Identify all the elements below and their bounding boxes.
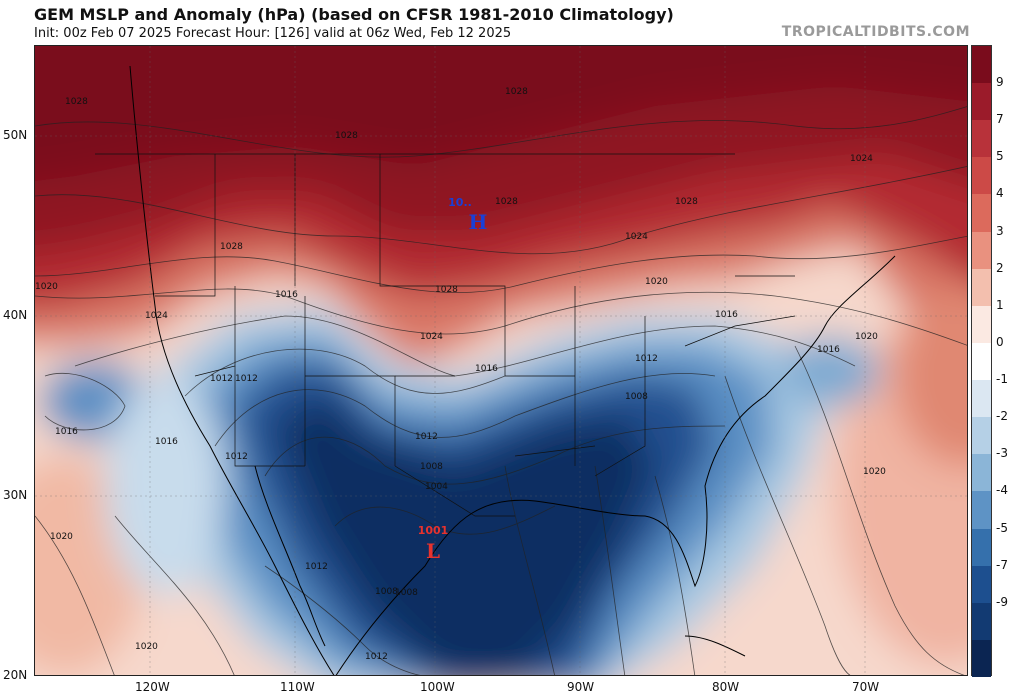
chart-title: GEM MSLP and Anomaly (hPa) (based on CFS… bbox=[34, 5, 674, 24]
colorbar-tick-label: -7 bbox=[996, 557, 1008, 572]
isobar-label: 1012 bbox=[235, 374, 258, 384]
colorbar-tick-label: -1 bbox=[996, 372, 1008, 387]
lat-label-40n: 40N bbox=[3, 308, 28, 322]
isobar-label: 1016 bbox=[475, 364, 498, 374]
isobar-label: 1028 bbox=[65, 97, 88, 107]
isobar-label: 1008 bbox=[395, 588, 418, 598]
isobar-label: 1012 bbox=[305, 562, 328, 572]
colorbar-tick-label: 7 bbox=[996, 112, 1004, 127]
lon-label-80w: 80W bbox=[712, 680, 740, 694]
isobar-label: 1020 bbox=[863, 467, 886, 477]
isobar-label: 1012 bbox=[210, 374, 233, 384]
colorbar-tick-label: 9 bbox=[996, 75, 1004, 90]
isobar-label: 1020 bbox=[135, 642, 158, 652]
colorbar-tick-label: 4 bbox=[996, 186, 1004, 201]
colorbar-tick-label: -4 bbox=[996, 483, 1008, 498]
isobar-label: 1016 bbox=[817, 345, 840, 355]
isobars bbox=[35, 106, 967, 675]
colorbar-segment bbox=[972, 602, 991, 641]
colorbar-segment bbox=[972, 46, 991, 84]
colorbar-segment bbox=[972, 565, 991, 604]
isobar-label: 1020 bbox=[35, 282, 58, 292]
isobar-label: 1020 bbox=[855, 332, 878, 342]
isobar-label: 1016 bbox=[55, 427, 78, 437]
isobar-label: 1028 bbox=[495, 197, 518, 207]
coastlines bbox=[129, 65, 896, 675]
colorbar-tick-label: 1 bbox=[996, 297, 1004, 312]
colorbar-tick-label: 5 bbox=[996, 149, 1004, 164]
graticule bbox=[35, 46, 967, 675]
isobar-label: 1016 bbox=[275, 290, 298, 300]
lon-label-110w: 110W bbox=[280, 680, 315, 694]
colorbar-segment bbox=[972, 491, 991, 530]
colorbar-segment bbox=[972, 231, 991, 270]
isobar-label: 1008 bbox=[625, 392, 648, 402]
colorbar bbox=[971, 45, 992, 678]
brand-watermark: TROPICALTIDBITS.COM bbox=[781, 24, 970, 40]
isobar-label: 1028 bbox=[435, 285, 458, 295]
lon-label-70w: 70W bbox=[852, 680, 880, 694]
colorbar-tick-label: 2 bbox=[996, 260, 1004, 275]
high-pressure-center: 10.. H bbox=[448, 196, 487, 234]
isobar-label: 1024 bbox=[420, 332, 443, 342]
anomaly-map: 1028 1028 1028 1028 1028 1028 1028 1024 1024 1024… bbox=[34, 45, 968, 676]
isobar-label: 1012 bbox=[635, 354, 658, 364]
isobar-label: 1024 bbox=[625, 232, 648, 242]
forecast-info: Init: 00z Feb 07 2025 Forecast Hour: [12… bbox=[34, 26, 512, 41]
colorbar-tick-label: 3 bbox=[996, 223, 1004, 238]
isobar-label: 1020 bbox=[645, 277, 668, 287]
isobar-label: 1004 bbox=[425, 482, 448, 492]
lat-label-20n: 20N bbox=[3, 668, 28, 682]
colorbar-segment bbox=[972, 83, 991, 121]
isobar-label: 1020 bbox=[50, 532, 73, 542]
lon-label-90w: 90W bbox=[567, 680, 595, 694]
colorbar-segment bbox=[972, 120, 991, 158]
map-canvas: 1028 1028 1028 1028 1028 1028 1028 1024 1024 1024… bbox=[35, 46, 967, 675]
colorbar-tick-label: -5 bbox=[996, 520, 1008, 535]
colorbar-tick-label: -9 bbox=[996, 594, 1008, 609]
low-value: 1001 bbox=[418, 524, 449, 537]
lon-label-100w: 100W bbox=[420, 680, 455, 694]
colorbar-segment bbox=[972, 342, 991, 381]
colorbar-tick-label: -3 bbox=[996, 446, 1008, 461]
colorbar-segment bbox=[972, 157, 991, 195]
colorbar-segment bbox=[972, 417, 991, 455]
high-symbol: H bbox=[469, 210, 488, 234]
isobar-label: 1012 bbox=[225, 452, 248, 462]
isobar-label: 1008 bbox=[375, 587, 398, 597]
lat-label-50n: 50N bbox=[3, 128, 28, 142]
colorbar-segment bbox=[972, 528, 991, 567]
lat-label-30n: 30N bbox=[3, 488, 28, 502]
isobar-label: 1012 bbox=[415, 432, 438, 442]
low-pressure-center: 1001 L bbox=[418, 524, 449, 563]
colorbar-tick-label: -2 bbox=[996, 409, 1008, 424]
isobar-label: 1024 bbox=[145, 311, 168, 321]
isobar-label: 1028 bbox=[675, 197, 698, 207]
isobar-label: 1016 bbox=[155, 437, 178, 447]
anomaly-field bbox=[35, 46, 967, 675]
isobar-label: 1012 bbox=[365, 652, 388, 662]
low-symbol: L bbox=[426, 539, 440, 563]
isobar-label: 1028 bbox=[335, 131, 358, 141]
political-borders bbox=[95, 153, 796, 517]
isobar-label: 1028 bbox=[505, 87, 528, 97]
colorbar-segment bbox=[972, 194, 991, 233]
isobar-label: 1028 bbox=[220, 242, 243, 252]
isobar-label: 1008 bbox=[420, 462, 443, 472]
colorbar-segment bbox=[972, 305, 991, 344]
colorbar-segment bbox=[972, 639, 991, 678]
lon-label-120w: 120W bbox=[135, 680, 170, 694]
high-value: 10.. bbox=[448, 196, 472, 209]
isobar-label: 1016 bbox=[715, 310, 738, 320]
colorbar-tick-label: 0 bbox=[996, 334, 1004, 349]
colorbar-segment bbox=[972, 454, 991, 492]
colorbar-segment bbox=[972, 380, 991, 418]
isobar-labels: 1028 1028 1028 1028 1028 1028 1028 1024 1024 1024… bbox=[35, 87, 886, 662]
colorbar-segment bbox=[972, 268, 991, 307]
isobar-label: 1024 bbox=[850, 154, 873, 164]
